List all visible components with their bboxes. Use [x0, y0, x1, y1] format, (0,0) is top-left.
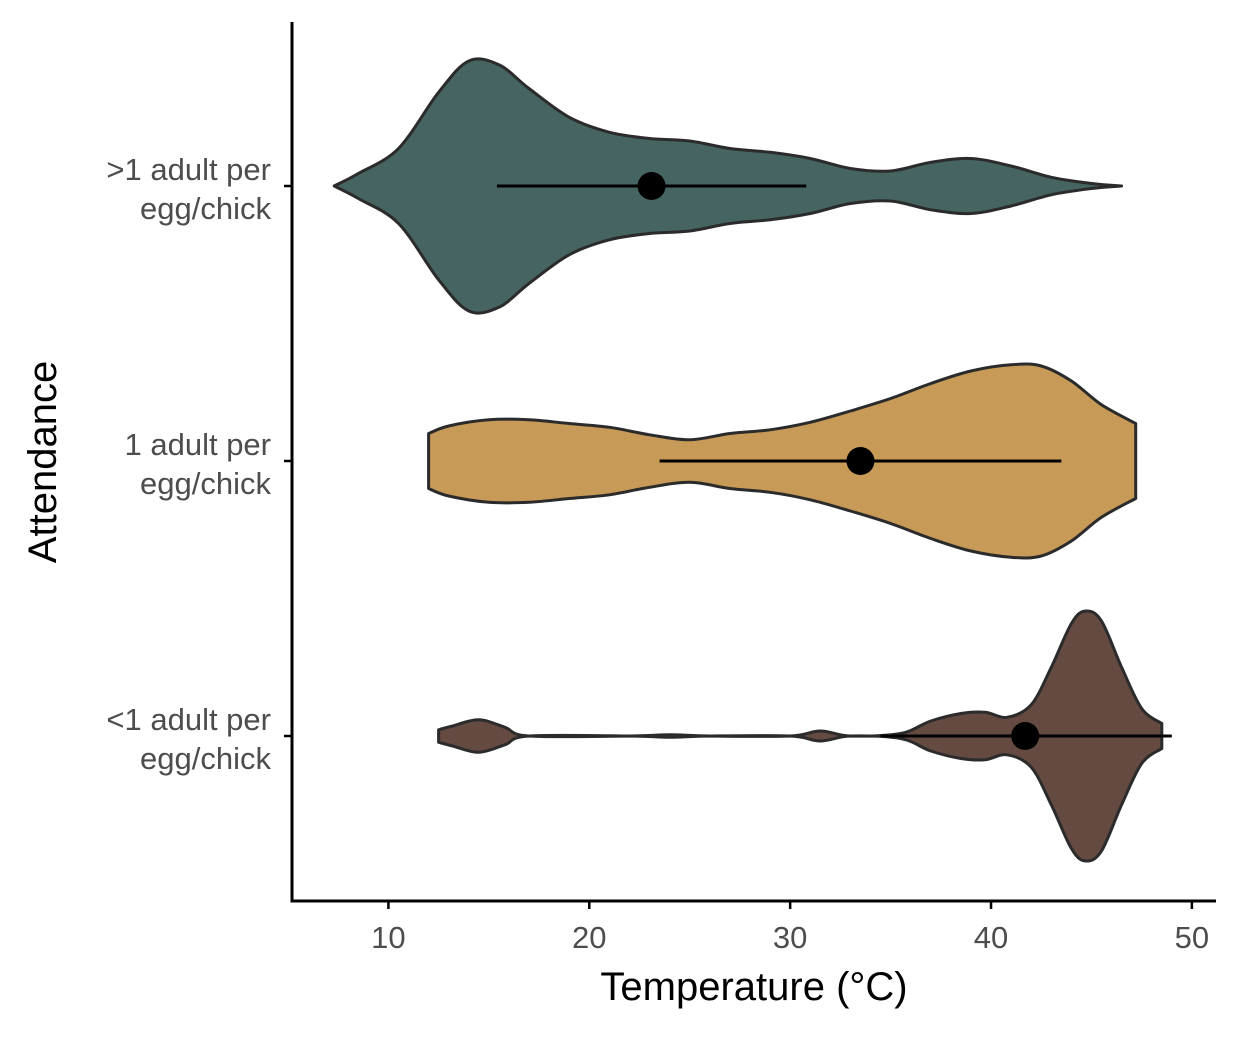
- y-tick-label: 1 adult per: [125, 427, 272, 462]
- y-tick-label: egg/chick: [140, 741, 271, 776]
- y-tick-label: <1 adult per: [106, 702, 271, 737]
- x-axis-title: Temperature (°C): [600, 965, 907, 1009]
- mean-point-1: [637, 172, 666, 200]
- y-tick-label: egg/chick: [140, 466, 271, 501]
- y-tick-label: egg/chick: [140, 191, 271, 226]
- y-tick-label: >1 adult per: [106, 152, 271, 187]
- mean-point-2: [846, 447, 875, 475]
- x-tick-label: 10: [371, 920, 405, 955]
- summary-layer: [496, 172, 1172, 750]
- y-axis-title: Attendance: [21, 361, 65, 563]
- mean-point-3: [1011, 722, 1040, 750]
- x-ticks: 10 20 30 40 50: [371, 901, 1209, 955]
- x-tick-label: 20: [572, 920, 606, 955]
- y-ticks: >1 adult per egg/chick 1 adult per egg/chic…: [106, 152, 292, 776]
- x-tick-label: 30: [773, 920, 807, 955]
- x-tick-label: 40: [974, 920, 1008, 955]
- violin-3: [437, 609, 1164, 863]
- x-tick-label: 50: [1175, 920, 1209, 955]
